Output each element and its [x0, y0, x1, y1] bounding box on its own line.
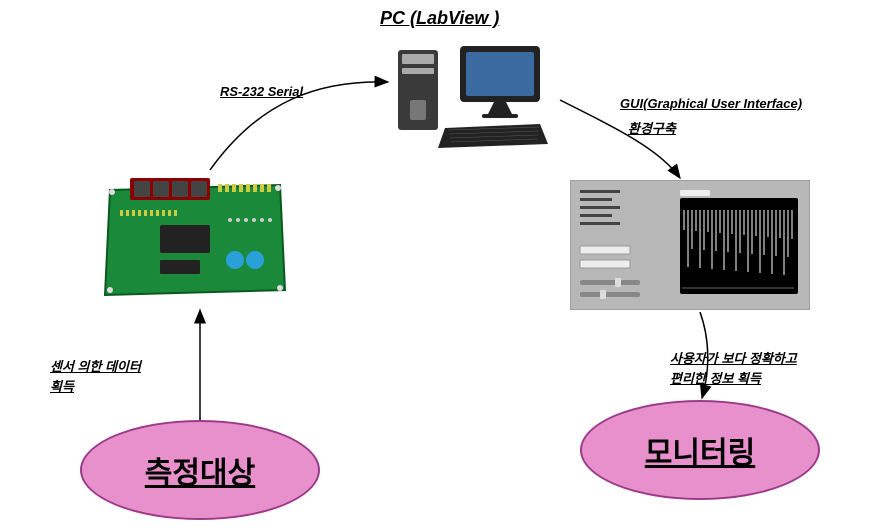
user-label-1: 사용자가 보다 정확하고: [670, 348, 797, 367]
sensor-label-2: 획득: [50, 376, 74, 395]
monitor-oval-text: 모니터링: [645, 428, 755, 472]
gui-label-1: GUI(Graphical User Interface): [620, 96, 802, 111]
measure-oval-text: 측정대상: [145, 448, 255, 492]
sensor-label-1: 센서 의한 데이터: [50, 356, 141, 375]
rs232-label: RS-232 Serial: [220, 84, 303, 99]
monitor-oval: 모니터링: [580, 400, 820, 500]
pcb-image: [100, 170, 290, 300]
gui-label-2: 환경구축: [628, 118, 676, 137]
pc-image: [390, 40, 550, 150]
gui-window-image: [570, 180, 810, 310]
user-label-2: 편리한 정보 획득: [670, 368, 761, 387]
measure-oval: 측정대상: [80, 420, 320, 520]
title-label: PC (LabView ): [380, 8, 499, 29]
